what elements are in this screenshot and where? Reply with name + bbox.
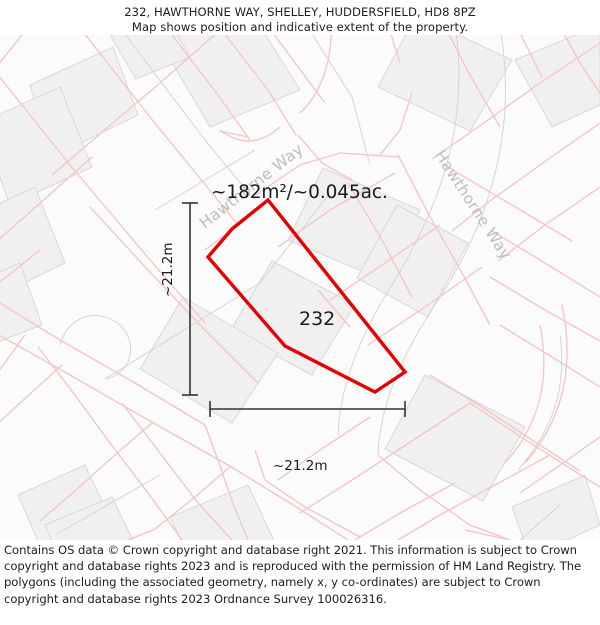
parcel-line [377,454,511,540]
parcel-line [448,35,501,128]
parcel-line [379,92,413,156]
parcel-line [469,402,600,488]
parcel-line [0,249,41,283]
road-edge [124,35,251,196]
parcel-line [390,35,401,64]
parcel-line [431,42,600,160]
parcel-line [224,35,297,136]
map-header: 232, HAWTHORNE WAY, SHELLEY, HUDDERSFIEL… [0,0,600,35]
parcel-line [524,304,568,464]
parcel-line [0,76,206,324]
property-boundary-polygon [205,197,408,394]
parcel-line [37,346,183,540]
parcel-line [397,154,491,326]
parcel-line [89,206,259,384]
dimension-lines [182,202,406,417]
parcel-line [451,122,600,232]
building-outline [514,35,600,128]
copyright-footer: Contains OS data © Crown copyright and d… [0,540,600,625]
parcel-line [443,164,573,242]
road-edge [154,149,256,211]
parcel-line [354,482,456,540]
building-footprints [0,35,600,540]
road-edge [104,192,331,380]
building-outline [44,496,134,540]
parcel-line [563,35,600,94]
parcel-boundaries [0,35,600,540]
parcel-line [499,324,600,388]
building-outline [377,35,513,132]
parcel-line [254,449,361,538]
parcel-line [520,35,543,78]
parcel-line [317,289,351,328]
page-subtitle: Map shows position and indicative extent… [131,19,469,34]
parcel-line [227,464,349,540]
parcel-line [429,374,581,472]
building-outline [356,204,469,318]
parcel-line [489,276,600,342]
parcel-line [0,156,93,240]
building-outline [384,374,526,502]
parcel-line [219,130,249,138]
parcel-line [347,182,413,298]
parcel-line [204,424,249,540]
building-outline [159,35,301,128]
parcel-line [519,436,600,494]
parcel-line [219,126,281,142]
parcel-line [397,454,551,540]
parcel-line [0,334,229,466]
parcel-line [255,152,401,196]
road-edge [312,35,371,166]
road-edge [519,504,561,540]
parcel-line [127,466,231,540]
map-vector-layer [0,35,600,540]
parcel-line [297,134,353,181]
parcel-line [0,334,26,371]
parcel-line [299,402,471,514]
parcel-line [367,266,483,346]
parcel-line [0,302,206,426]
parcel-line [299,35,332,114]
copyright-text: Contains OS data © Crown copyright and d… [4,543,582,606]
building-outline [169,484,275,540]
building-outline [0,86,93,206]
parcel-line [273,35,326,104]
parcel-line [277,416,371,481]
road-edge [517,334,563,471]
parcel-line [0,35,23,64]
parcel-line [0,364,63,423]
road-edge [377,35,506,456]
building-outline [139,296,279,424]
parcel-line [121,402,233,540]
parcel-line [464,529,511,540]
map-canvas[interactable]: Hawthorne Way Hawthorne Way ~182m²/~0.04… [0,35,600,540]
parcel-line [51,35,216,176]
parcel-line [39,422,153,522]
parcel-line [171,35,251,141]
page-title: 232, HAWTHORNE WAY, SHELLEY, HUDDERSFIEL… [124,5,476,19]
parcel-line [329,224,441,301]
parcel-line [491,230,600,298]
building-outline [511,474,600,540]
building-outline [0,262,43,342]
parcel-line [504,324,545,464]
parcel-line [84,35,239,226]
road-edge [59,315,132,380]
